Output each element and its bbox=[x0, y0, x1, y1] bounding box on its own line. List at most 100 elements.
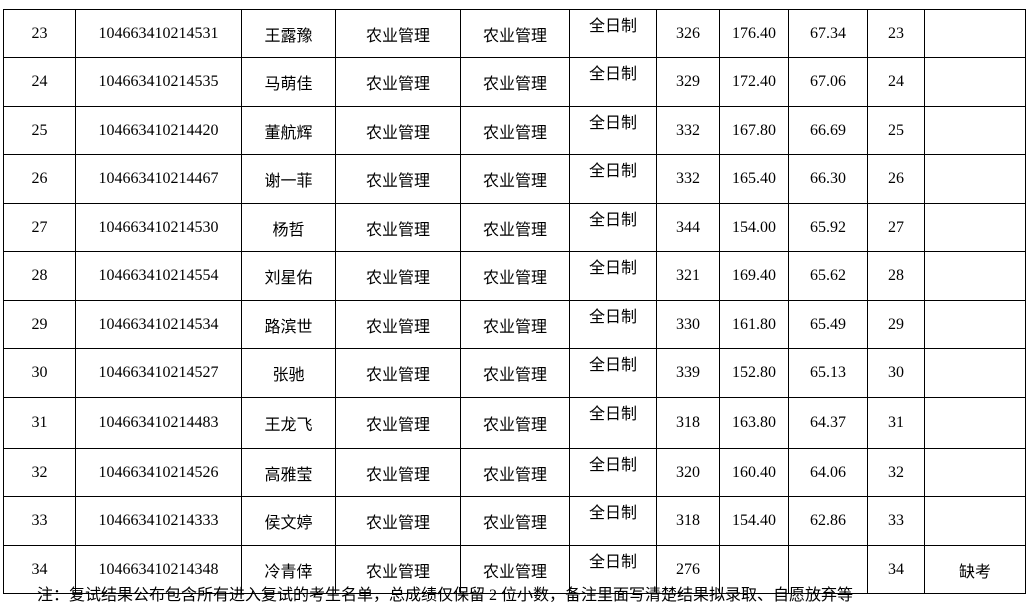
cell-name: 路滨世 bbox=[241, 300, 336, 349]
cell-retest-score: 161.80 bbox=[719, 300, 789, 349]
results-table: 23 104663410214531 王露豫 农业管理 农业管理 全日制 326 176.40… bbox=[3, 9, 1026, 594]
cell-name: 谢一菲 bbox=[241, 154, 336, 204]
table-row: 31 104663410214483 王龙飞 农业管理 农业管理 全日制 318 163.80… bbox=[3, 397, 1026, 449]
cell-retest-score: 160.40 bbox=[719, 448, 789, 497]
cell-total-score: 64.06 bbox=[788, 448, 868, 497]
cell-remark bbox=[924, 57, 1026, 107]
cell-direction: 农业管理 bbox=[460, 348, 570, 398]
cell-rank: 32 bbox=[867, 448, 925, 497]
cell-name: 王露豫 bbox=[241, 9, 336, 58]
cell-total-score: 62.86 bbox=[788, 496, 868, 546]
cell-study-mode: 全日制 bbox=[569, 154, 657, 204]
cell-rank: 31 bbox=[867, 397, 925, 449]
cell-no: 30 bbox=[3, 348, 76, 398]
cell-rank: 33 bbox=[867, 496, 925, 546]
cell-total-score: 64.37 bbox=[788, 397, 868, 449]
cell-retest-score: 163.80 bbox=[719, 397, 789, 449]
cell-major: 农业管理 bbox=[335, 9, 461, 58]
cell-remark bbox=[924, 9, 1026, 58]
cell-exam-id: 104663410214527 bbox=[75, 348, 242, 398]
cell-major: 农业管理 bbox=[335, 251, 461, 301]
table-row: 25 104663410214420 董航辉 农业管理 农业管理 全日制 332 167.80… bbox=[3, 106, 1026, 155]
cell-exam-id: 104663410214467 bbox=[75, 154, 242, 204]
cell-major: 农业管理 bbox=[335, 57, 461, 107]
cell-major: 农业管理 bbox=[335, 300, 461, 349]
cell-rank: 23 bbox=[867, 9, 925, 58]
cell-direction: 农业管理 bbox=[460, 57, 570, 107]
cell-name: 高雅莹 bbox=[241, 448, 336, 497]
cell-retest-score: 154.40 bbox=[719, 496, 789, 546]
table-row: 30 104663410214527 张驰 农业管理 农业管理 全日制 339 152.80 6… bbox=[3, 348, 1026, 398]
cell-initial-score: 339 bbox=[656, 348, 720, 398]
table-row: 34 104663410214348 冷青倖 农业管理 农业管理 全日制 276 34 缺考 bbox=[3, 545, 1026, 594]
cell-exam-id: 104663410214526 bbox=[75, 448, 242, 497]
cell-study-mode: 全日制 bbox=[569, 106, 657, 155]
cell-retest-score: 172.40 bbox=[719, 57, 789, 107]
cell-initial-score: 318 bbox=[656, 397, 720, 449]
cell-rank: 26 bbox=[867, 154, 925, 204]
cell-remark bbox=[924, 106, 1026, 155]
cell-remark: 缺考 bbox=[924, 545, 1026, 594]
cell-no: 27 bbox=[3, 203, 76, 252]
cell-retest-score: 167.80 bbox=[719, 106, 789, 155]
cell-study-mode: 全日制 bbox=[569, 348, 657, 398]
cell-major: 农业管理 bbox=[335, 545, 461, 594]
cell-no: 26 bbox=[3, 154, 76, 204]
cell-rank: 27 bbox=[867, 203, 925, 252]
cell-initial-score: 320 bbox=[656, 448, 720, 497]
cell-name: 马萌佳 bbox=[241, 57, 336, 107]
cell-initial-score: 326 bbox=[656, 9, 720, 58]
cell-retest-score: 165.40 bbox=[719, 154, 789, 204]
cell-name: 王龙飞 bbox=[241, 397, 336, 449]
cell-major: 农业管理 bbox=[335, 397, 461, 449]
cell-initial-score: 321 bbox=[656, 251, 720, 301]
footnote: 注：复试结果公布包含所有进入复试的考生名单，总成绩仅保留 2 位小数，备注里面写… bbox=[37, 587, 854, 604]
cell-study-mode: 全日制 bbox=[569, 397, 657, 449]
cell-direction: 农业管理 bbox=[460, 106, 570, 155]
cell-direction: 农业管理 bbox=[460, 154, 570, 204]
cell-study-mode: 全日制 bbox=[569, 57, 657, 107]
table-row: 27 104663410214530 杨哲 农业管理 农业管理 全日制 344 154.00 6… bbox=[3, 203, 1026, 252]
cell-initial-score: 332 bbox=[656, 106, 720, 155]
cell-remark bbox=[924, 448, 1026, 497]
cell-major: 农业管理 bbox=[335, 496, 461, 546]
cell-name: 董航辉 bbox=[241, 106, 336, 155]
cell-name: 杨哲 bbox=[241, 203, 336, 252]
cell-remark bbox=[924, 300, 1026, 349]
cell-study-mode: 全日制 bbox=[569, 203, 657, 252]
cell-no: 31 bbox=[3, 397, 76, 449]
cell-direction: 农业管理 bbox=[460, 448, 570, 497]
cell-rank: 25 bbox=[867, 106, 925, 155]
cell-major: 农业管理 bbox=[335, 448, 461, 497]
cell-direction: 农业管理 bbox=[460, 397, 570, 449]
cell-initial-score: 318 bbox=[656, 496, 720, 546]
cell-total-score: 65.49 bbox=[788, 300, 868, 349]
cell-initial-score: 332 bbox=[656, 154, 720, 204]
cell-no: 34 bbox=[3, 545, 76, 594]
cell-major: 农业管理 bbox=[335, 154, 461, 204]
cell-no: 28 bbox=[3, 251, 76, 301]
cell-study-mode: 全日制 bbox=[569, 448, 657, 497]
cell-no: 29 bbox=[3, 300, 76, 349]
cell-remark bbox=[924, 397, 1026, 449]
cell-remark bbox=[924, 496, 1026, 546]
cell-exam-id: 104663410214348 bbox=[75, 545, 242, 594]
cell-total-score: 65.92 bbox=[788, 203, 868, 252]
cell-rank: 29 bbox=[867, 300, 925, 349]
cell-exam-id: 104663410214554 bbox=[75, 251, 242, 301]
cell-direction: 农业管理 bbox=[460, 300, 570, 349]
cell-initial-score: 329 bbox=[656, 57, 720, 107]
cell-retest-score: 176.40 bbox=[719, 9, 789, 58]
cell-no: 25 bbox=[3, 106, 76, 155]
cell-initial-score: 344 bbox=[656, 203, 720, 252]
cell-exam-id: 104663410214530 bbox=[75, 203, 242, 252]
cell-exam-id: 104663410214531 bbox=[75, 9, 242, 58]
cell-remark bbox=[924, 348, 1026, 398]
cell-total-score: 67.06 bbox=[788, 57, 868, 107]
cell-total-score: 65.13 bbox=[788, 348, 868, 398]
table-body: 23 104663410214531 王露豫 农业管理 农业管理 全日制 326 176.40… bbox=[3, 9, 1026, 594]
cell-retest-score bbox=[719, 545, 789, 594]
cell-no: 23 bbox=[3, 9, 76, 58]
table-row: 29 104663410214534 路滨世 农业管理 农业管理 全日制 330 161.80… bbox=[3, 300, 1026, 349]
cell-study-mode: 全日制 bbox=[569, 251, 657, 301]
